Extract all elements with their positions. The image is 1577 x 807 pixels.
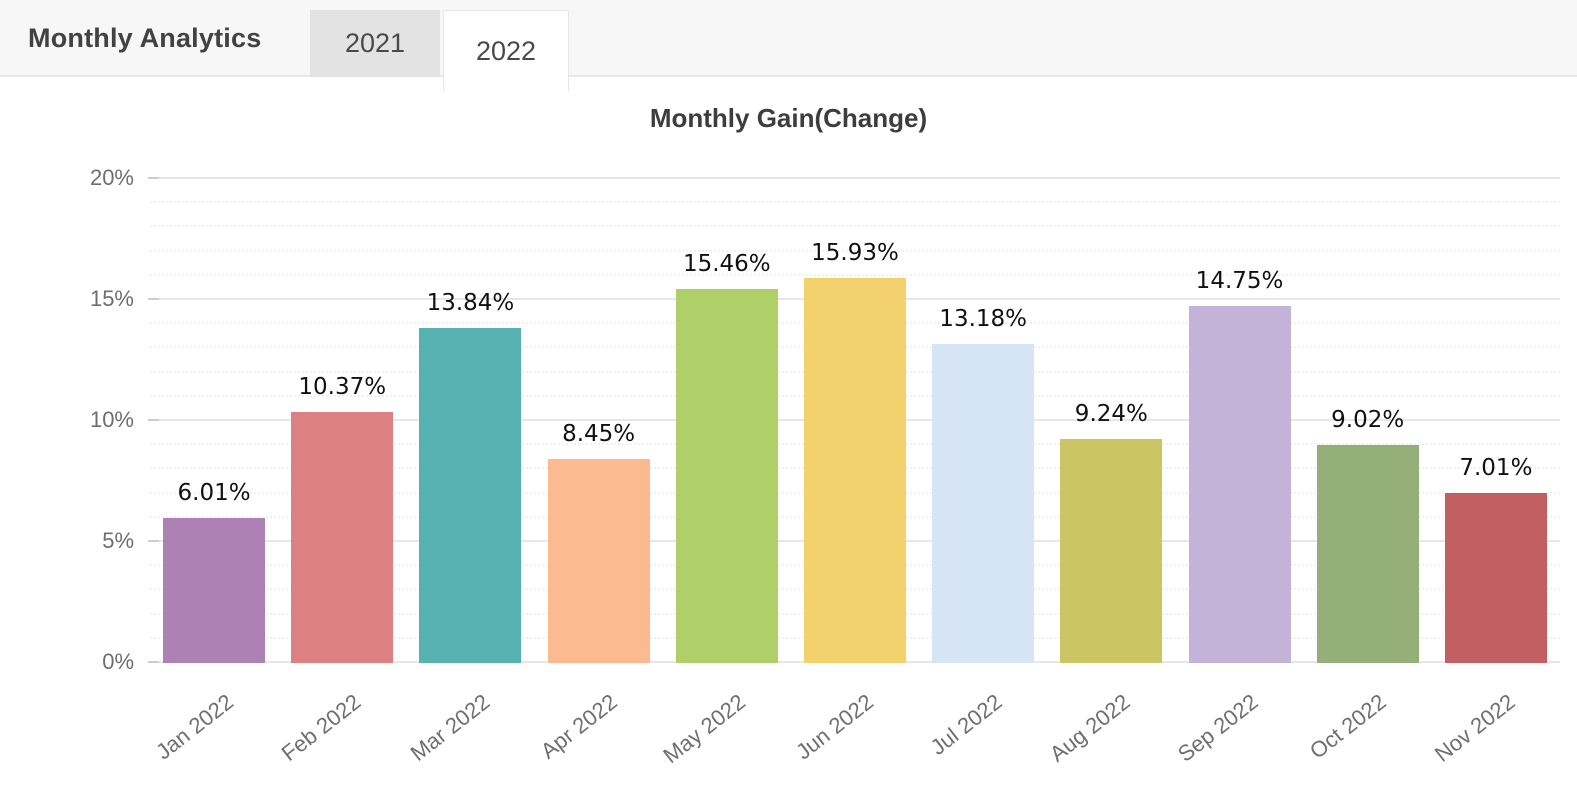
bar-band: 13.84%: [406, 179, 534, 663]
x-axis-label: Sep 2022: [1173, 689, 1263, 767]
bar-band: 15.93%: [791, 179, 919, 663]
bar-sep-2022[interactable]: [1188, 306, 1291, 663]
bar-value-label: 7.01%: [1459, 455, 1533, 482]
chart-container: Monthly Gain(Change) 0% 5% 10% 15% 20% 6.01% J…: [0, 77, 1577, 807]
x-axis-label: Mar 2022: [405, 689, 494, 766]
x-axis-label: Jan 2022: [150, 689, 238, 765]
bar-band: 9.24%: [1047, 179, 1175, 663]
bar-feb-2022[interactable]: [291, 412, 394, 663]
y-axis-tick: [148, 298, 159, 300]
x-axis-label: Jun 2022: [791, 689, 879, 765]
gridline-minor: [150, 273, 1560, 276]
bar-value-label: 8.45%: [562, 420, 636, 447]
y-axis-tick: [148, 177, 159, 179]
bar-band: 10.37%: [278, 179, 406, 663]
bar-value-label: 6.01%: [177, 479, 251, 506]
x-axis-label: Oct 2022: [1305, 689, 1392, 764]
plot-area: 0% 5% 10% 15% 20% 6.01% Jan 2022 10.37% Feb 2022…: [90, 165, 1560, 768]
y-axis-tick: [148, 661, 159, 663]
page-title: Monthly Analytics: [28, 23, 262, 53]
y-axis-label: 5%: [102, 528, 134, 553]
bar-band: 7.01%: [1432, 179, 1560, 663]
bar-band: 6.01%: [150, 179, 278, 663]
bar-jul-2022[interactable]: [932, 344, 1035, 663]
bar-jan-2022[interactable]: [163, 517, 266, 663]
bar-apr-2022[interactable]: [547, 458, 650, 663]
bar-band: 8.45%: [535, 179, 663, 663]
tab-2022[interactable]: 2022: [443, 10, 569, 91]
y-axis-label: 15%: [89, 286, 134, 311]
bar-band: 15.46%: [663, 179, 791, 663]
y-axis-label: 10%: [89, 407, 134, 432]
bar-nov-2022[interactable]: [1444, 493, 1547, 663]
y-axis-tick: [148, 419, 159, 421]
gridline-minor: [150, 225, 1560, 228]
bar-value-label: 13.84%: [426, 290, 515, 317]
gridline-major: [150, 177, 1560, 179]
bar-value-label: 9.02%: [1331, 406, 1405, 433]
tab-2021-label: 2021: [344, 28, 406, 58]
tab-2021[interactable]: 2021: [310, 10, 440, 77]
tab-2022-label: 2022: [475, 35, 537, 66]
bar-jun-2022[interactable]: [803, 277, 906, 663]
y-axis-label: 0%: [102, 649, 134, 674]
bar-band: 9.02%: [1304, 179, 1432, 663]
bar-value-label: 14.75%: [1195, 268, 1284, 295]
bar-value-label: 15.93%: [811, 239, 899, 266]
x-axis-label: Jul 2022: [925, 689, 1007, 760]
gridline-minor: [150, 201, 1560, 204]
y-axis-label: 20%: [89, 165, 134, 190]
bar-value-label: 10.37%: [298, 374, 387, 401]
bar-band: 14.75%: [1175, 179, 1303, 663]
x-axis-label: May 2022: [658, 689, 751, 769]
bar-may-2022[interactable]: [675, 288, 778, 663]
chart-title: Monthly Gain(Change): [649, 103, 928, 133]
gridline-minor: [150, 249, 1560, 252]
bar-mar-2022[interactable]: [419, 328, 522, 663]
y-axis-tick: [148, 540, 159, 542]
bar-value-label: 9.24%: [1074, 401, 1148, 428]
x-axis-label: Apr 2022: [536, 689, 623, 764]
bar-value-label: 15.46%: [682, 250, 771, 277]
bar-band: 13.18%: [919, 179, 1047, 663]
bar-value-label: 13.18%: [939, 306, 1028, 333]
year-tabs: 2021 2022: [310, 10, 569, 91]
x-axis-label: Feb 2022: [277, 689, 366, 766]
bar-aug-2022[interactable]: [1060, 439, 1163, 663]
header-bar: Monthly Analytics 2021 2022: [0, 0, 1577, 91]
bar-oct-2022[interactable]: [1316, 444, 1419, 663]
x-axis-label: Nov 2022: [1429, 689, 1520, 767]
x-axis-label: Aug 2022: [1045, 689, 1135, 767]
